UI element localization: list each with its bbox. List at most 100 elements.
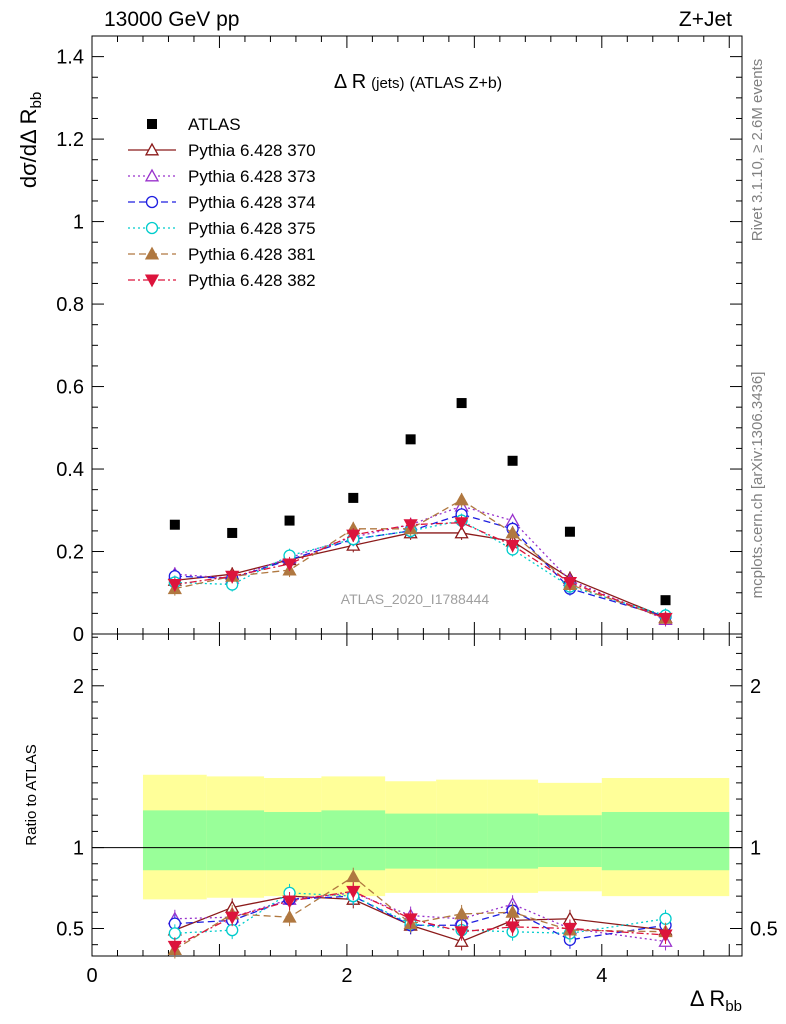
- y-tick-label-ratio: 0.5: [56, 918, 84, 940]
- data-point: [456, 398, 467, 409]
- chart-title-rest: (ATLAS Z+b): [409, 75, 502, 92]
- ratio-data-point: [505, 921, 520, 935]
- y-tick-label-ratio-right: 2: [750, 676, 761, 698]
- data-point: [505, 525, 520, 539]
- ratio-y-axis-label: Ratio to ATLAS: [23, 744, 40, 845]
- data-point: [454, 492, 469, 506]
- ratio-data-point: [168, 927, 181, 940]
- ratio-data-point: [282, 909, 297, 923]
- legend-label: Pythia 6.428 374: [188, 193, 316, 212]
- ratio-series-line: [174, 895, 666, 943]
- legend-marker: [144, 246, 160, 260]
- legend-label: Pythia 6.428 370: [188, 141, 316, 160]
- data-point: [169, 519, 180, 530]
- legend-marker: [145, 221, 159, 235]
- y-tick-label-main: 0.2: [56, 542, 84, 564]
- uncertainty-band-inner: [321, 810, 386, 871]
- data-point: [346, 529, 361, 543]
- ratio-data-point: [167, 940, 182, 954]
- y-tick-label-main: 0: [73, 624, 84, 646]
- ratio-data-point: [346, 869, 361, 883]
- x-axis-label: Δ Rbb: [690, 986, 742, 1015]
- legend-label: Pythia 6.428 382: [188, 271, 316, 290]
- x-tick-label: 2: [341, 965, 352, 987]
- series-line: [174, 505, 666, 621]
- legend-entry: Pythia 6.428 382: [128, 271, 316, 290]
- series-atlas: [169, 398, 671, 606]
- legend-label: Pythia 6.428 373: [188, 167, 316, 186]
- y-tick-label-ratio-right: 0.5: [750, 918, 778, 940]
- data-point: [167, 579, 182, 592]
- uncertainty-band-inner: [385, 813, 437, 869]
- uncertainty-band-inner: [264, 811, 322, 871]
- ratio-series-line: [174, 892, 666, 943]
- legend-entry: Pythia 6.428 370: [128, 141, 316, 160]
- y-tick-label-main: 0.8: [56, 294, 84, 316]
- y-tick-label-main: 1: [73, 212, 84, 234]
- data-point: [348, 492, 359, 503]
- data-point: [658, 612, 673, 626]
- data-point: [562, 576, 578, 590]
- ratio-series-pythia-6-428-382: [167, 882, 673, 956]
- legend-marker: [145, 195, 159, 209]
- legend-label: Pythia 6.428 375: [188, 219, 316, 238]
- ratio-data-point: [225, 911, 240, 925]
- legend-marker: [144, 274, 160, 288]
- uncertainty-band-inner: [142, 810, 207, 871]
- legend-entry: Pythia 6.428 375: [128, 219, 316, 238]
- legend-marker: [147, 119, 157, 129]
- data-point: [282, 558, 297, 572]
- uncertainty-band-inner: [206, 810, 265, 871]
- y-tick-label-ratio-right: 1: [750, 838, 761, 860]
- y-tick-label-main: 1.2: [56, 129, 84, 151]
- x-tick-label: 4: [596, 965, 607, 987]
- legend-entry: Pythia 6.428 374: [128, 193, 316, 212]
- data-point: [564, 526, 575, 537]
- legend-entry: Pythia 6.428 381: [128, 245, 316, 264]
- ratio-data-point: [346, 885, 361, 899]
- y-axis-label: dσ/dΔ Rbb: [16, 92, 45, 188]
- uncertainty-band-inner: [538, 815, 602, 868]
- ratio-data-point: [454, 934, 469, 947]
- y-tick-label-main: 0.6: [56, 377, 84, 399]
- ratio-series-line: [174, 892, 666, 934]
- ratio-series-line: [174, 895, 666, 941]
- data-point: [405, 434, 416, 445]
- x-tick-label: 0: [86, 965, 97, 987]
- data-point: [454, 525, 469, 539]
- y-tick-label-ratio: 2: [73, 676, 84, 698]
- ratio-data-point: [659, 912, 672, 925]
- chart-title-main: Δ R: [334, 71, 366, 93]
- data-point: [454, 517, 469, 530]
- y-axis-label-main: dσ/dΔ R: [16, 109, 41, 189]
- legend-marker: [144, 168, 160, 182]
- y-tick-label-ratio: 1: [73, 838, 84, 860]
- data-point: [660, 595, 671, 606]
- ratio-data-point: [505, 904, 520, 918]
- mcplots-label: mcplots.cern.ch [arXiv:1306.3436]: [749, 372, 766, 599]
- legend-entry: Pythia 6.428 373: [128, 167, 316, 186]
- x-axis-label-main: Δ R: [690, 986, 725, 1011]
- rivet-label: Rivet 3.1.10, ≥ 2.6M events: [749, 59, 766, 242]
- legend-marker: [144, 142, 160, 156]
- series-pythia-6-428-382: [167, 515, 673, 626]
- uncertainty-band-inner: [487, 813, 539, 869]
- chart-title: Δ R (jets) (ATLAS Z+b): [334, 71, 502, 93]
- ratio-data-point: [562, 923, 578, 936]
- ratio-data-point: [282, 895, 297, 909]
- ratio-series-line: [174, 890, 666, 947]
- series-line: [174, 499, 666, 619]
- uncertainty-band-inner: [601, 811, 730, 871]
- chart-title-small: (jets): [371, 75, 404, 92]
- legend-label: Pythia 6.428 381: [188, 245, 316, 264]
- data-point: [225, 570, 240, 584]
- ratio-frame: [91, 633, 743, 957]
- ratio-plot-panel: 0.5 0.5 1 1 2 2 0 2 4 Ratio to ATLAS Δ Rbb: [23, 633, 778, 1015]
- ratio-data-point: [658, 929, 673, 943]
- data-point: [507, 455, 518, 466]
- header-right: Z+Jet: [679, 8, 732, 31]
- y-tick-label-main: 0.4: [56, 459, 84, 481]
- y-tick-label-main: 1.4: [56, 47, 84, 69]
- main-plot-panel: 0 0.2 0.4 0.6 0.8 1 1.2 1.4 dσ/dΔ Rbb Δ R (jets) (A…: [16, 35, 743, 646]
